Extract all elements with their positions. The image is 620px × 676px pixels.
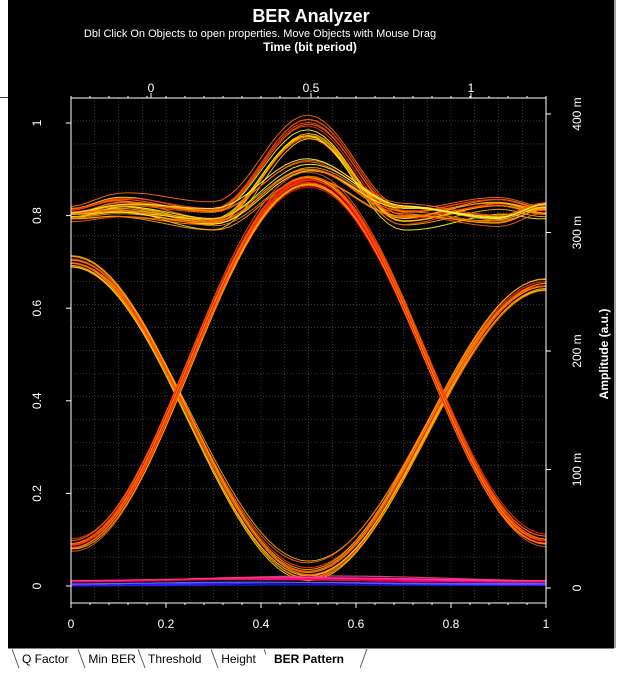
chart-background: [8, 0, 614, 648]
x-tick-label: 0.6: [348, 617, 365, 631]
tab-separator: [210, 648, 219, 669]
x-tick-label: 0.2: [158, 617, 175, 631]
trace-line: [70, 159, 547, 216]
trace-line: [70, 170, 547, 225]
trace-line: [70, 179, 547, 546]
y-tick-label: 0.4: [30, 392, 44, 409]
y-tick-label: 0.2: [30, 485, 44, 502]
trace-line: [70, 134, 547, 224]
x-tick-label: 0: [68, 617, 75, 631]
trace-line: [71, 578, 547, 583]
trace-line: [70, 171, 547, 542]
y-right-tick-label: 0: [570, 584, 584, 591]
tab-height[interactable]: Height: [221, 652, 256, 666]
trace-line: [70, 177, 547, 546]
tab-q-factor[interactable]: Q Factor: [22, 652, 69, 666]
trace-line: [71, 577, 546, 582]
trace-line: [70, 114, 547, 210]
tab-separator: [77, 648, 86, 669]
trace-line: [70, 166, 547, 226]
right-axis-label: Amplitude (a.u.): [597, 309, 611, 400]
trace-line: [70, 169, 547, 228]
y-tick-label: 1: [30, 119, 44, 126]
y-tick-label: 0.6: [30, 300, 44, 317]
y-right-tick-label: 300 m: [570, 216, 584, 249]
trace-line: [70, 119, 547, 212]
trace-line: [70, 177, 547, 546]
x-tick-label: 1: [543, 617, 550, 631]
tab-threshold[interactable]: Threshold: [148, 652, 202, 666]
top-axis-label: Time (bit period): [263, 40, 357, 54]
trace-line: [70, 262, 547, 564]
chart-title: BER Analyzer: [252, 6, 369, 26]
tab-ber-pattern[interactable]: BER Pattern: [266, 649, 351, 669]
hint-text: Dbl Click On Objects to open properties.…: [84, 28, 436, 40]
tab-min-ber[interactable]: Min BER: [88, 652, 136, 666]
axes: 0 0.2 0.4 0.6 0.8 1 0 0.5 1 0 0.2 0.4 0.6 0.8 1 0 100 m 2…: [30, 81, 584, 631]
tab-separator: [359, 648, 368, 669]
y-right-tick-label: 400 m: [570, 97, 584, 130]
trace-line: [70, 158, 547, 219]
y-tick-label: 0: [30, 582, 44, 589]
eye-traces: [70, 114, 547, 587]
x-top-tick-label: 0.5: [303, 81, 320, 95]
tab-separator: [11, 648, 20, 669]
window-edge-line: [0, 97, 8, 98]
trace-line: [70, 183, 547, 549]
trace-line: [70, 255, 547, 571]
tab-separator: [137, 648, 146, 669]
tab-bar: Q Factor Min BER Threshold Height BER Patter…: [8, 648, 614, 671]
y-right-tick-label: 200 m: [570, 334, 584, 367]
x-tick-label: 0.4: [253, 617, 270, 631]
trace-line: [70, 581, 547, 585]
y-tick-label: 0.8: [30, 207, 44, 224]
y-right-tick-label: 100 m: [570, 453, 584, 486]
trace-line: [70, 262, 547, 573]
x-tick-label: 0.8: [443, 617, 460, 631]
chart-svg[interactable]: BER Analyzer Dbl Click On Objects to ope…: [8, 0, 614, 648]
x-top-tick-label: 1: [468, 81, 475, 95]
x-top-tick-label: 0: [148, 81, 155, 95]
